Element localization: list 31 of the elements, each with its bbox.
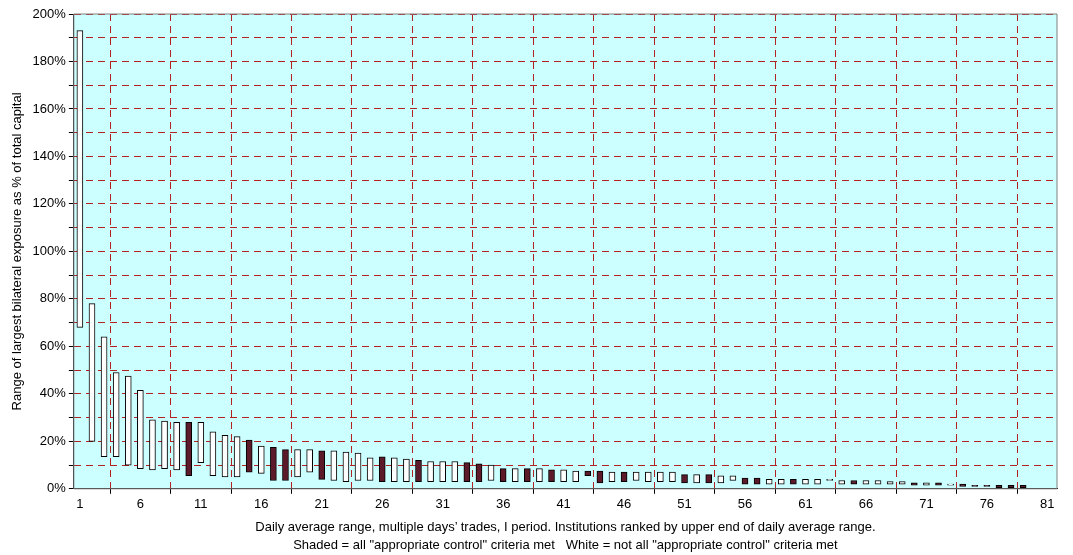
x-tick-label: 76 <box>979 496 995 512</box>
x-tick-label: 81 <box>1040 496 1055 512</box>
y-tick-label: 200% <box>32 5 67 21</box>
y-tick-label: 0% <box>47 480 67 496</box>
x-tick-label: 66 <box>858 496 874 512</box>
x-tick-label: 61 <box>798 496 813 512</box>
y-tick-label: 120% <box>32 195 67 211</box>
y-tick-label: 160% <box>32 100 67 116</box>
y-axis-title: Range of largest bilateral exposure as % of total capital <box>9 92 25 411</box>
x-axis-title: Daily average range, multiple days’ trades, I period. Institutions ranked by upper end of daily average range. <box>255 518 876 534</box>
x-tick-label: 26 <box>374 496 390 512</box>
y-tick-label: 140% <box>32 148 67 164</box>
x-tick-label: 11 <box>194 496 208 512</box>
y-tick-label: 20% <box>39 432 67 448</box>
x-tick-label: 16 <box>254 496 269 512</box>
y-tick-label: 60% <box>39 337 67 353</box>
x-tick-label: 6 <box>136 496 144 512</box>
text: Shaded = all "appropriate control" criteria met White = not all "appropriate control" criteria met <box>293 537 839 552</box>
x-tick-label: 21 <box>314 496 329 512</box>
x-tick-label: 1 <box>76 496 84 512</box>
y-tick-label: 100% <box>32 242 67 258</box>
x-tick-label: 41 <box>556 496 571 512</box>
x-tick-label: 36 <box>495 496 511 512</box>
x-tick-label: 31 <box>435 496 450 512</box>
x-tick-label: 71 <box>919 496 934 512</box>
y-tick-label: 180% <box>32 53 67 69</box>
y-tick-label: 40% <box>39 385 67 401</box>
x-tick-label: 56 <box>737 496 753 512</box>
y-tick-label: 80% <box>39 290 67 306</box>
x-tick-label: 51 <box>677 496 692 512</box>
x-tick-label: 46 <box>616 496 632 512</box>
